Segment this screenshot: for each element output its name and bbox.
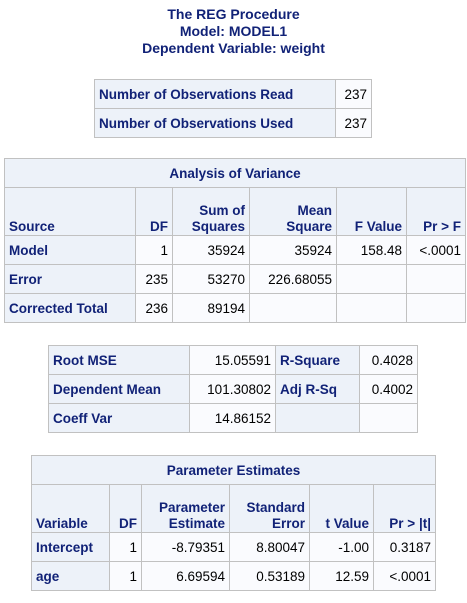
anova-ss: 35924 (172, 235, 250, 265)
anova-ss: 53270 (172, 264, 250, 294)
anova-p (406, 293, 466, 323)
anova-table: Analysis of Variance Source DF Sum of Squ… (4, 158, 466, 323)
anova-f (336, 264, 407, 294)
table-row: age 1 6.69594 0.53189 12.59 <.0001 (31, 561, 436, 591)
fit-label: Coeff Var (48, 403, 190, 433)
anova-source: Error (4, 264, 136, 294)
table-row: Number of Observations Used 237 (94, 108, 372, 138)
obs-used-label: Number of Observations Used (94, 108, 336, 138)
anova-source: Corrected Total (4, 293, 136, 323)
anova-ms: 226.68055 (249, 264, 337, 294)
fit-label: Dependent Mean (48, 374, 190, 404)
parameter-estimates-table: Parameter Estimates Variable DF Paramete… (31, 455, 436, 591)
obs-used-value: 237 (335, 108, 372, 138)
table-row: Source DF Sum of Squares Mean Square F Val… (4, 187, 466, 236)
fit-value: 14.86152 (189, 403, 276, 433)
anova-p (406, 264, 466, 294)
fit-label (275, 403, 360, 433)
params-header-p: Pr > |t| (373, 484, 436, 533)
params-t: -1.00 (309, 532, 374, 562)
table-row: Dependent Mean 101.30802 Adj R-Sq 0.4002 (48, 374, 418, 404)
fit-value: 101.30802 (189, 374, 276, 404)
model-title: Model: MODEL1 (179, 23, 288, 39)
params-df: 1 (109, 532, 142, 562)
procedure-title: The REG Procedure (167, 6, 300, 22)
anova-header-source: Source (4, 187, 136, 236)
table-row: Root MSE 15.05591 R-Square 0.4028 (48, 345, 418, 375)
params-header-stderr: Standard Error (229, 484, 310, 533)
params-header-variable: Variable (31, 484, 110, 533)
table-row: Coeff Var 14.86152 (48, 403, 418, 433)
anova-header-df: DF (135, 187, 173, 236)
params-header-estimate: Parameter Estimate (141, 484, 230, 533)
params-estimate: 6.69594 (141, 561, 230, 591)
procedure-titles: The REG Procedure Model: MODEL1 Dependen… (0, 0, 467, 57)
anova-f (336, 293, 407, 323)
anova-header-ms: Mean Square (249, 187, 337, 236)
table-row: Parameter Estimates (31, 455, 436, 485)
observations-table: Number of Observations Read 237 Number o… (94, 79, 372, 138)
table-row: Variable DF Parameter Estimate Standard Er… (31, 484, 436, 533)
anova-ss: 89194 (172, 293, 250, 323)
fit-label: Adj R-Sq (275, 374, 360, 404)
params-variable: age (31, 561, 110, 591)
fit-value: 15.05591 (189, 345, 276, 375)
anova-df: 236 (135, 293, 173, 323)
table-row: Number of Observations Read 237 (94, 79, 372, 109)
anova-p: <.0001 (406, 235, 466, 265)
anova-header-f: F Value (336, 187, 407, 236)
params-p: <.0001 (373, 561, 436, 591)
table-row: Analysis of Variance (4, 158, 466, 188)
params-stderr: 0.53189 (229, 561, 310, 591)
fit-value (359, 403, 418, 433)
fit-label: Root MSE (48, 345, 190, 375)
params-p: 0.3187 (373, 532, 436, 562)
params-header-t: t Value (309, 484, 374, 533)
params-caption: Parameter Estimates (31, 455, 436, 485)
params-header-df: DF (109, 484, 142, 533)
anova-ms: 35924 (249, 235, 337, 265)
fit-statistics-table: Root MSE 15.05591 R-Square 0.4028 Depend… (48, 345, 418, 433)
obs-read-value: 237 (335, 79, 372, 109)
fit-value: 0.4002 (359, 374, 418, 404)
table-row: Corrected Total 236 89194 (4, 293, 466, 323)
anova-source: Model (4, 235, 136, 265)
params-t: 12.59 (309, 561, 374, 591)
params-estimate: -8.79351 (141, 532, 230, 562)
anova-ms (249, 293, 337, 323)
anova-header-p: Pr > F (406, 187, 466, 236)
anova-df: 235 (135, 264, 173, 294)
params-df: 1 (109, 561, 142, 591)
params-stderr: 8.80047 (229, 532, 310, 562)
table-row: Model 1 35924 35924 158.48 <.0001 (4, 235, 466, 265)
anova-header-ss: Sum of Squares (172, 187, 250, 236)
dependent-variable-title: Dependent Variable: weight (142, 40, 325, 56)
obs-read-label: Number of Observations Read (94, 79, 336, 109)
anova-f: 158.48 (336, 235, 407, 265)
anova-caption: Analysis of Variance (4, 158, 466, 188)
fit-label: R-Square (275, 345, 360, 375)
fit-value: 0.4028 (359, 345, 418, 375)
params-variable: Intercept (31, 532, 110, 562)
anova-df: 1 (135, 235, 173, 265)
table-row: Error 235 53270 226.68055 (4, 264, 466, 294)
table-row: Intercept 1 -8.79351 8.80047 -1.00 0.318… (31, 532, 436, 562)
